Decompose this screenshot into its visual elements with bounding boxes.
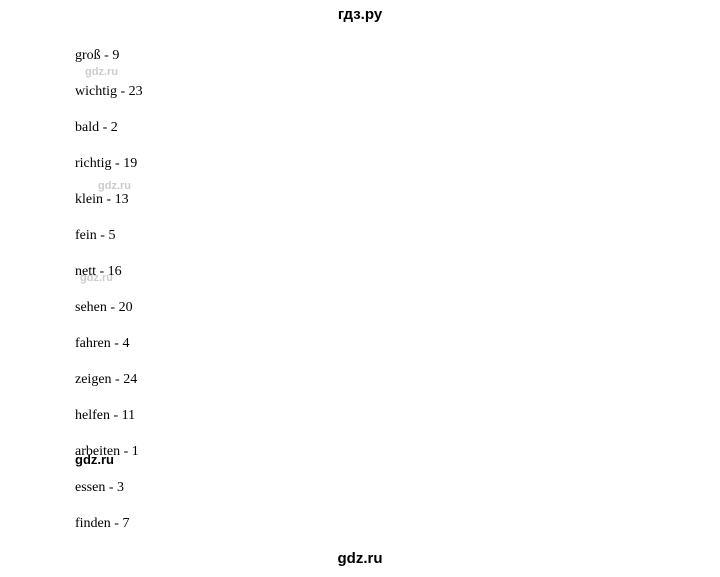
item-num: 2 (111, 120, 118, 135)
item-word: essen (75, 480, 105, 495)
item-num: 23 (129, 84, 143, 99)
list-item: wichtig - 23 (75, 84, 143, 100)
list-item: sehen - 20 (75, 300, 143, 316)
item-num: 16 (108, 264, 122, 279)
item-word: finden (75, 516, 111, 531)
list-item: finden - 7 (75, 516, 143, 532)
item-word: fein (75, 228, 97, 243)
item-num: 19 (123, 156, 137, 171)
item-num: 5 (108, 228, 115, 243)
list-item: helfen - 11 (75, 408, 143, 424)
item-num: 4 (122, 336, 129, 351)
list-item: groß - 9 (75, 48, 143, 64)
item-num: 3 (117, 480, 124, 495)
item-word: sehen (75, 300, 107, 315)
item-num: 24 (123, 372, 137, 387)
item-num: 1 (132, 444, 139, 459)
list-item: bald - 2 (75, 120, 143, 136)
item-num: 11 (122, 408, 135, 423)
list-item: fahren - 4 (75, 336, 143, 352)
content-list: groß - 9 wichtig - 23 bald - 2 richtig -… (75, 48, 143, 552)
list-item: richtig - 19 (75, 156, 143, 172)
list-item: arbeiten - 1 (75, 444, 143, 460)
list-item: zeigen - 24 (75, 372, 143, 388)
item-word: klein (75, 192, 103, 207)
item-word: arbeiten (75, 444, 120, 459)
list-item: essen - 3 (75, 480, 143, 496)
footer-title: gdz.ru (0, 550, 720, 567)
item-word: groß (75, 48, 101, 63)
item-word: helfen (75, 408, 110, 423)
item-word: wichtig (75, 84, 117, 99)
list-item: nett - 16 (75, 264, 143, 280)
header-title: гдз.ру (0, 6, 720, 23)
item-word: richtig (75, 156, 112, 171)
list-item: fein - 5 (75, 228, 143, 244)
item-num: 20 (119, 300, 133, 315)
list-item: klein - 13 (75, 192, 143, 208)
item-word: bald (75, 120, 99, 135)
item-num: 13 (115, 192, 129, 207)
item-num: 7 (122, 516, 129, 531)
item-word: nett (75, 264, 96, 279)
item-word: zeigen (75, 372, 112, 387)
item-word: fahren (75, 336, 111, 351)
item-num: 9 (112, 48, 119, 63)
